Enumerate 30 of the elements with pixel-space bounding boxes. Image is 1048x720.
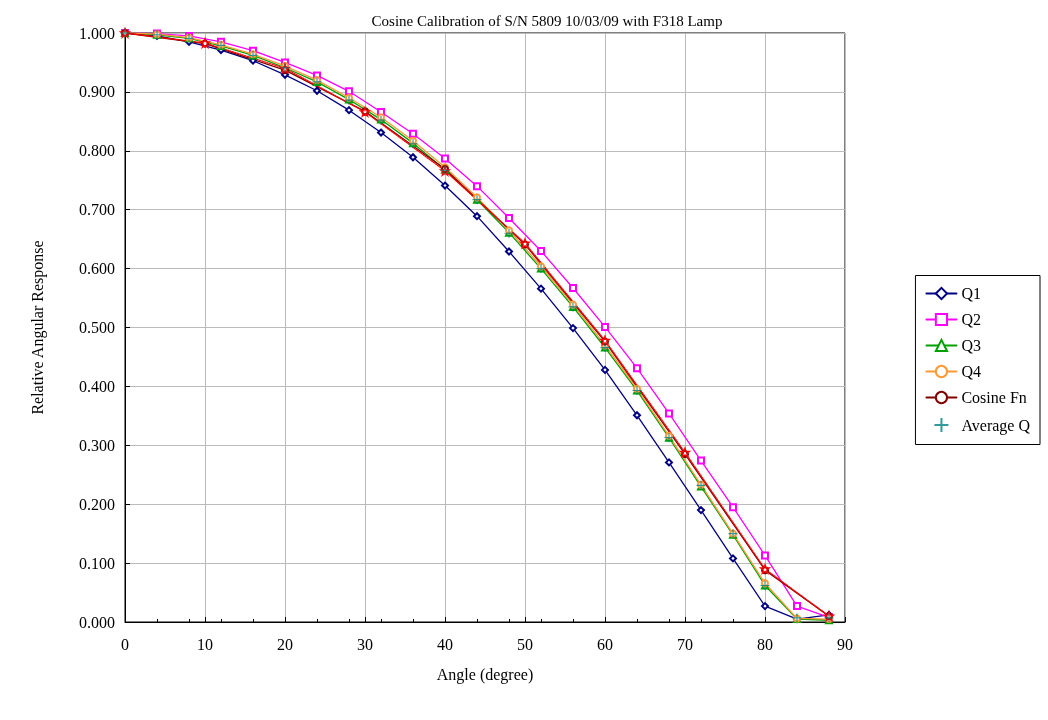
legend-label: Average Q: [961, 416, 1031, 435]
x-tick-label: 20: [277, 635, 293, 653]
y-tick-label: 0.600: [79, 260, 115, 278]
legend-label: Cosine Fn: [961, 389, 1027, 406]
x-tick-label: 10: [197, 635, 213, 653]
y-tick-label: 0.500: [79, 319, 115, 336]
x-tick-label: 60: [597, 635, 613, 653]
y-axis-title: Relative Angular Response: [28, 240, 47, 415]
x-tick-label: 0: [121, 635, 129, 653]
x-tick-label: 40: [437, 635, 453, 653]
x-tick-label: 80: [757, 635, 773, 653]
x-tick-label: 30: [357, 635, 373, 653]
x-tick-label: 70: [677, 635, 693, 653]
legend-label: Q3: [961, 337, 982, 354]
y-tick-label: 0.900: [79, 83, 115, 101]
y-tick-label: 0.800: [79, 142, 115, 160]
x-axis-title: Angle (degree): [436, 665, 534, 684]
x-tick-label: 90: [837, 635, 853, 653]
y-tick-label: 0.400: [79, 377, 115, 395]
y-tick-label: 0.000: [79, 613, 115, 631]
y-tick-label: 0.100: [79, 554, 115, 572]
y-tick-label: 0.700: [79, 201, 115, 219]
y-tick-label: 1.000: [79, 24, 115, 42]
y-tick-label: 0.300: [79, 436, 115, 454]
legend-label: Q4: [961, 363, 982, 380]
x-tick-label: 50: [517, 635, 533, 653]
y-tick-label: 0.200: [79, 495, 115, 513]
chart-title: Cosine Calibration of S/N 5809 10/03/09 with F318 Lamp: [371, 12, 723, 29]
legend-label: Q1: [961, 285, 982, 302]
legend-label: Q2: [961, 311, 982, 328]
